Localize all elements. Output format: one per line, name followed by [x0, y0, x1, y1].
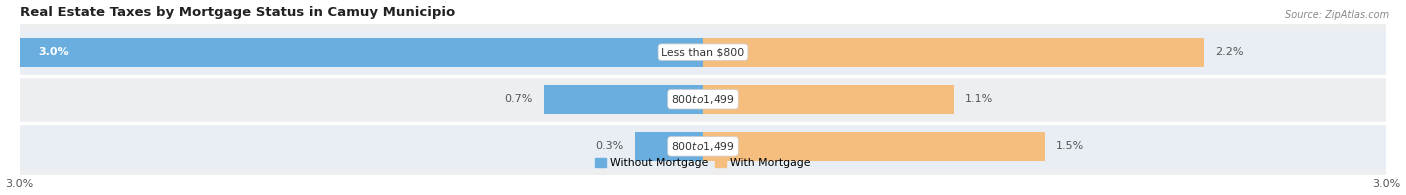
Bar	[634, 132, 703, 161]
Text: 3.0%: 3.0%	[38, 47, 69, 57]
Text: 0.3%: 0.3%	[595, 141, 623, 151]
Bar	[703, 38, 1204, 67]
Legend: Without Mortgage, With Mortgage: Without Mortgage, With Mortgage	[591, 153, 815, 172]
Bar	[544, 85, 703, 114]
Text: $800 to $1,499: $800 to $1,499	[671, 140, 735, 153]
Text: Less than $800: Less than $800	[661, 47, 745, 57]
Bar	[703, 132, 1045, 161]
Text: 0.7%: 0.7%	[503, 94, 531, 104]
Bar	[20, 38, 703, 67]
Bar	[703, 85, 953, 114]
Text: 2.2%: 2.2%	[1216, 47, 1244, 57]
Text: Source: ZipAtlas.com: Source: ZipAtlas.com	[1285, 10, 1389, 20]
Bar	[20, 124, 1386, 169]
Text: 1.5%: 1.5%	[1056, 141, 1084, 151]
Text: Real Estate Taxes by Mortgage Status in Camuy Municipio: Real Estate Taxes by Mortgage Status in …	[20, 5, 456, 19]
Text: $800 to $1,499: $800 to $1,499	[671, 93, 735, 106]
Bar	[20, 77, 1386, 122]
Text: 1.1%: 1.1%	[965, 94, 993, 104]
Bar	[20, 30, 1386, 74]
